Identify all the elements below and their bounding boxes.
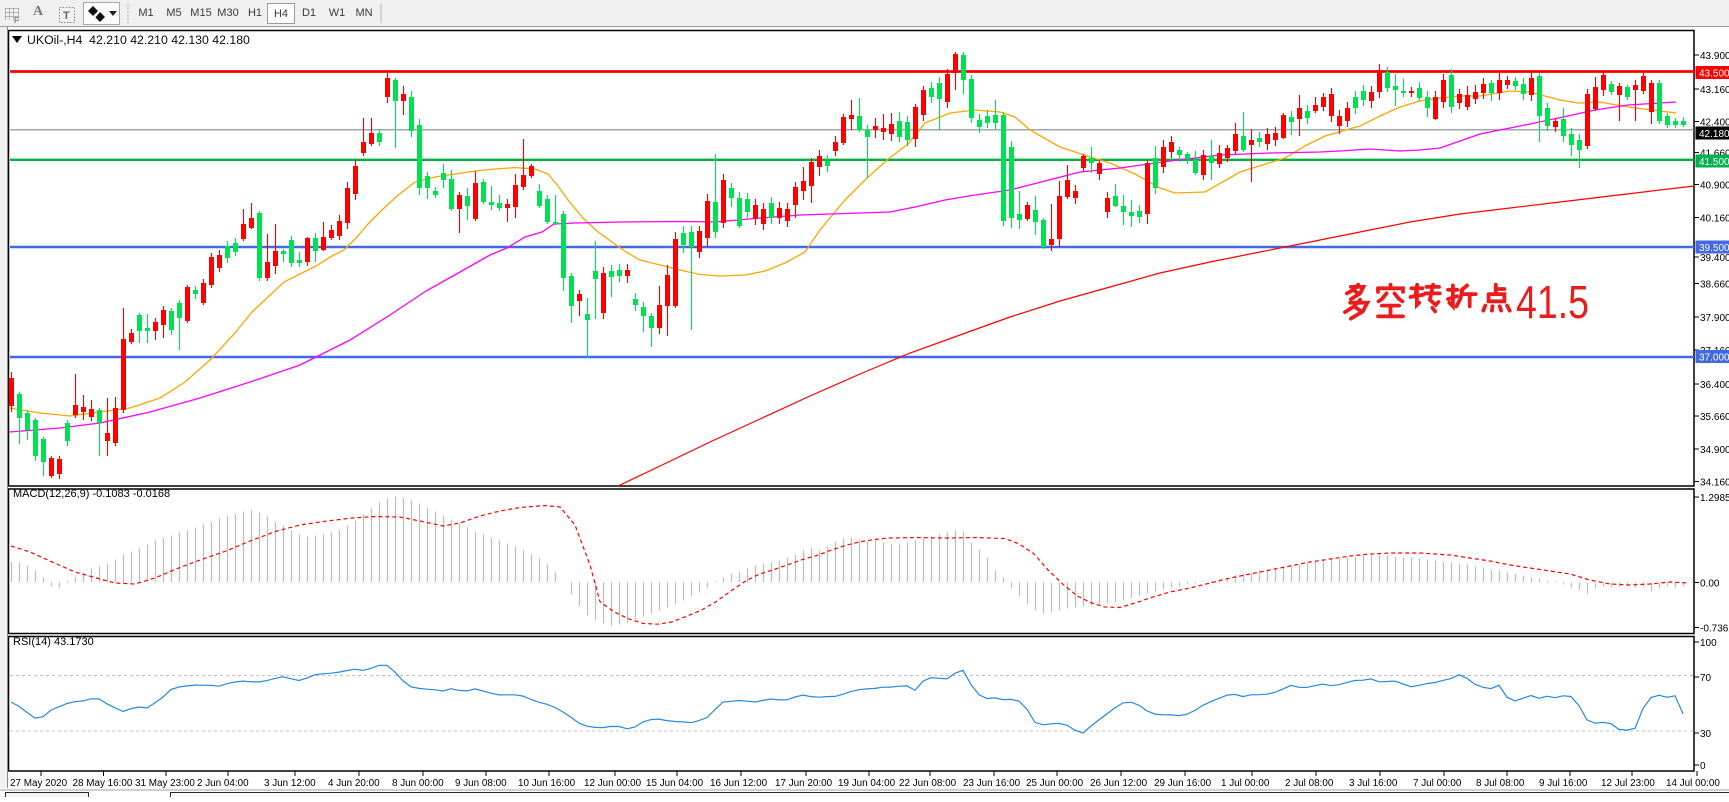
svg-text:39.500: 39.500	[1699, 243, 1729, 254]
svg-text:34.900: 34.900	[1700, 445, 1729, 456]
svg-text:40.900: 40.900	[1700, 180, 1729, 191]
svg-text:70: 70	[1700, 673, 1712, 684]
svg-text:0: 0	[1700, 761, 1706, 772]
svg-text:35.660: 35.660	[1700, 412, 1729, 423]
svg-text:36.400: 36.400	[1700, 380, 1729, 391]
svg-text:30: 30	[1700, 729, 1712, 740]
svg-text:41.5: 41.5	[1516, 276, 1589, 328]
svg-text:MACD(12,26,9) -0.1083 -0.0168: MACD(12,26,9) -0.1083 -0.0168	[13, 488, 170, 500]
svg-text:43.160: 43.160	[1700, 85, 1729, 96]
svg-text:39.400: 39.400	[1700, 253, 1729, 264]
svg-text:-0.7362: -0.7362	[1700, 623, 1729, 634]
svg-text:0.00: 0.00	[1700, 578, 1720, 589]
svg-text:38.660: 38.660	[1700, 279, 1729, 290]
svg-text:F: F	[14, 16, 19, 25]
svg-text:42.180: 42.180	[1699, 129, 1729, 140]
svg-text:37.900: 37.900	[1700, 313, 1729, 324]
svg-text:37.000: 37.000	[1699, 352, 1729, 363]
svg-text:100: 100	[1700, 638, 1717, 649]
svg-text:43.500: 43.500	[1699, 68, 1729, 79]
svg-text:34.160: 34.160	[1700, 477, 1729, 488]
svg-text:43.900: 43.900	[1700, 51, 1729, 62]
svg-text:1.2985: 1.2985	[1700, 493, 1729, 504]
svg-text:UKOil-,H4 42.210 42.210 42.13: UKOil-,H4 42.210 42.210 42.130 42.180	[27, 33, 250, 47]
svg-text:41.500: 41.500	[1699, 157, 1729, 168]
svg-text:40.160: 40.160	[1700, 213, 1729, 224]
svg-text:RSI(14) 43.1730: RSI(14) 43.1730	[13, 636, 94, 648]
svg-text:T: T	[63, 10, 70, 22]
